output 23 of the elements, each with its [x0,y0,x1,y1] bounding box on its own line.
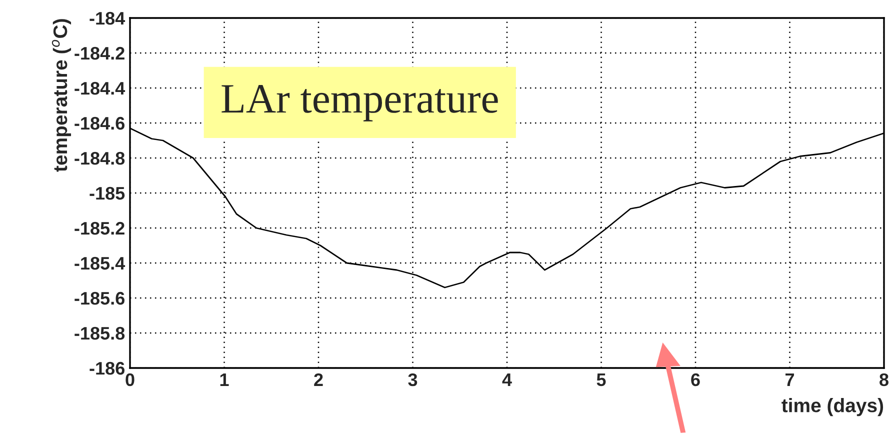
x-tick-label: 5 [596,374,606,386]
x-tick-label: 4 [502,374,512,386]
y-tick-label: -185.2 [74,222,124,235]
y-tick-label: -184.4 [74,82,126,95]
y-axis-title: temperature ($^{o}$C) [52,19,72,172]
x-tick-label: 8 [880,373,888,386]
y-tick-label: -186 [90,362,124,375]
x-tick-label: 2 [314,373,323,386]
y-tick-label: -185.4 [74,256,126,270]
text: LAr temperature [222,84,498,122]
x-tick-label: 3 [408,373,418,386]
x-axis-title: time (days) [782,398,884,416]
y-tick-label: -184.2 [74,46,124,60]
y-tick-label: -184.6 [74,116,124,130]
x-tick-label: 6 [691,373,700,386]
x-tick-label: 1 [220,374,229,386]
x-tick-label: 7 [786,374,794,386]
y-tick-label: -184.8 [74,152,125,165]
y-tick-label: -185.6 [74,292,124,305]
y-tick-label: -184 [90,12,126,25]
x-tick-label: 0 [126,373,134,386]
y-tick-label: -185.8 [74,326,125,340]
y-tick-label: -185 [90,186,125,200]
